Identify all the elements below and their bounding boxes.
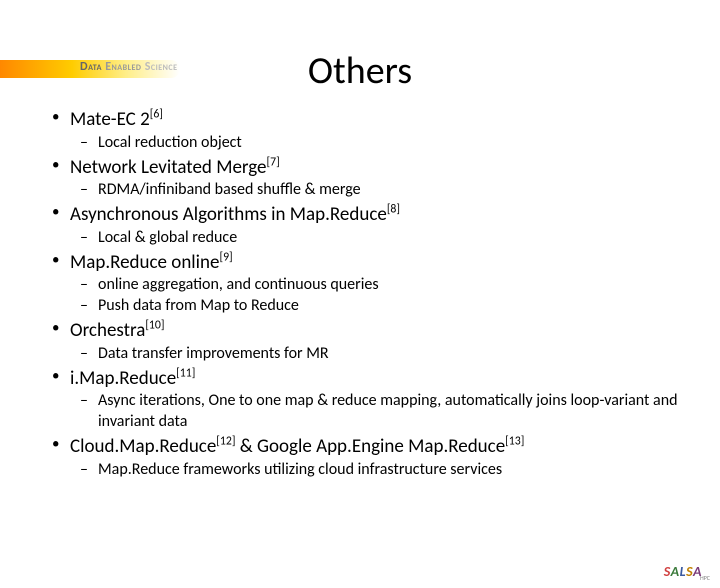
sub-item-text: Async iterations, One to one map & reduc…: [98, 391, 678, 431]
item-label: Network Levitated Merge[7]: [70, 156, 280, 179]
citation-ref: [6]: [150, 108, 163, 122]
list-item: Orchestra[10] Data transfer improvements…: [48, 319, 684, 365]
sub-item: Data transfer improvements for MR: [70, 344, 684, 365]
sub-item-text: Map.Reduce frameworks utilizing cloud in…: [98, 460, 502, 479]
footer-logo: SALSA: [664, 563, 702, 580]
sub-item-text: Push data from Map to Reduce: [98, 296, 299, 315]
sub-item: RDMA/infiniband based shuffle & merge: [70, 180, 684, 201]
citation-ref: [11]: [176, 366, 195, 380]
sub-item: Map.Reduce frameworks utilizing cloud in…: [70, 460, 684, 481]
sub-item: Local reduction object: [70, 133, 684, 154]
sub-list: Map.Reduce frameworks utilizing cloud in…: [70, 460, 684, 481]
sub-item-text: Data transfer improvements for MR: [98, 344, 329, 363]
item-label: Cloud.Map.Reduce[12] & Google App.Engine…: [70, 435, 524, 458]
citation-ref: [9]: [219, 250, 232, 264]
sub-list: Async iterations, One to one map & reduc…: [70, 391, 684, 433]
list-item: Map.Reduce online[9] online aggregation,…: [48, 251, 684, 317]
sub-item: Push data from Map to Reduce: [70, 296, 684, 317]
footer-sublabel: HPC: [700, 574, 710, 582]
citation-ref: [10]: [145, 319, 164, 333]
sub-list: Local & global reduce: [70, 228, 684, 249]
sub-list: Data transfer improvements for MR: [70, 344, 684, 365]
citation-ref: [13]: [505, 435, 524, 449]
sub-item-text: Local reduction object: [98, 133, 242, 152]
sub-list: online aggregation, and continuous queri…: [70, 275, 684, 317]
list-item: Cloud.Map.Reduce[12] & Google App.Engine…: [48, 435, 684, 481]
slide-content: Mate-EC 2[6] Local reduction object Netw…: [0, 108, 720, 480]
citation-ref: [12]: [216, 435, 235, 449]
bullet-list: Mate-EC 2[6] Local reduction object Netw…: [48, 108, 684, 480]
header-word-2: Enabled: [105, 60, 141, 74]
item-label: Orchestra[10]: [70, 319, 164, 342]
list-item: i.Map.Reduce[11] Async iterations, One t…: [48, 367, 684, 433]
sub-item-text: RDMA/infiniband based shuffle & merge: [98, 180, 361, 199]
sub-item: Async iterations, One to one map & reduc…: [70, 391, 684, 433]
citation-ref: [7]: [267, 155, 280, 169]
header-word-1: Data: [80, 60, 102, 74]
sub-item-text: Local & global reduce: [98, 228, 237, 247]
list-item: Asynchronous Algorithms in Map.Reduce[8]…: [48, 203, 684, 249]
sub-item: Local & global reduce: [70, 228, 684, 249]
item-label: i.Map.Reduce[11]: [70, 367, 195, 390]
item-label: Mate-EC 2[6]: [70, 108, 163, 131]
citation-ref: [8]: [387, 203, 400, 217]
list-item: Network Levitated Merge[7] RDMA/infiniba…: [48, 156, 684, 202]
sub-item-text: online aggregation, and continuous queri…: [98, 275, 379, 294]
item-label: Asynchronous Algorithms in Map.Reduce[8]: [70, 203, 400, 226]
sub-list: RDMA/infiniband based shuffle & merge: [70, 180, 684, 201]
sub-list: Local reduction object: [70, 133, 684, 154]
sub-item: online aggregation, and continuous queri…: [70, 275, 684, 296]
item-label: Map.Reduce online[9]: [70, 251, 233, 274]
header-label: Data Enabled Science: [80, 60, 178, 74]
header-word-3: Science: [145, 60, 178, 74]
list-item: Mate-EC 2[6] Local reduction object: [48, 108, 684, 154]
